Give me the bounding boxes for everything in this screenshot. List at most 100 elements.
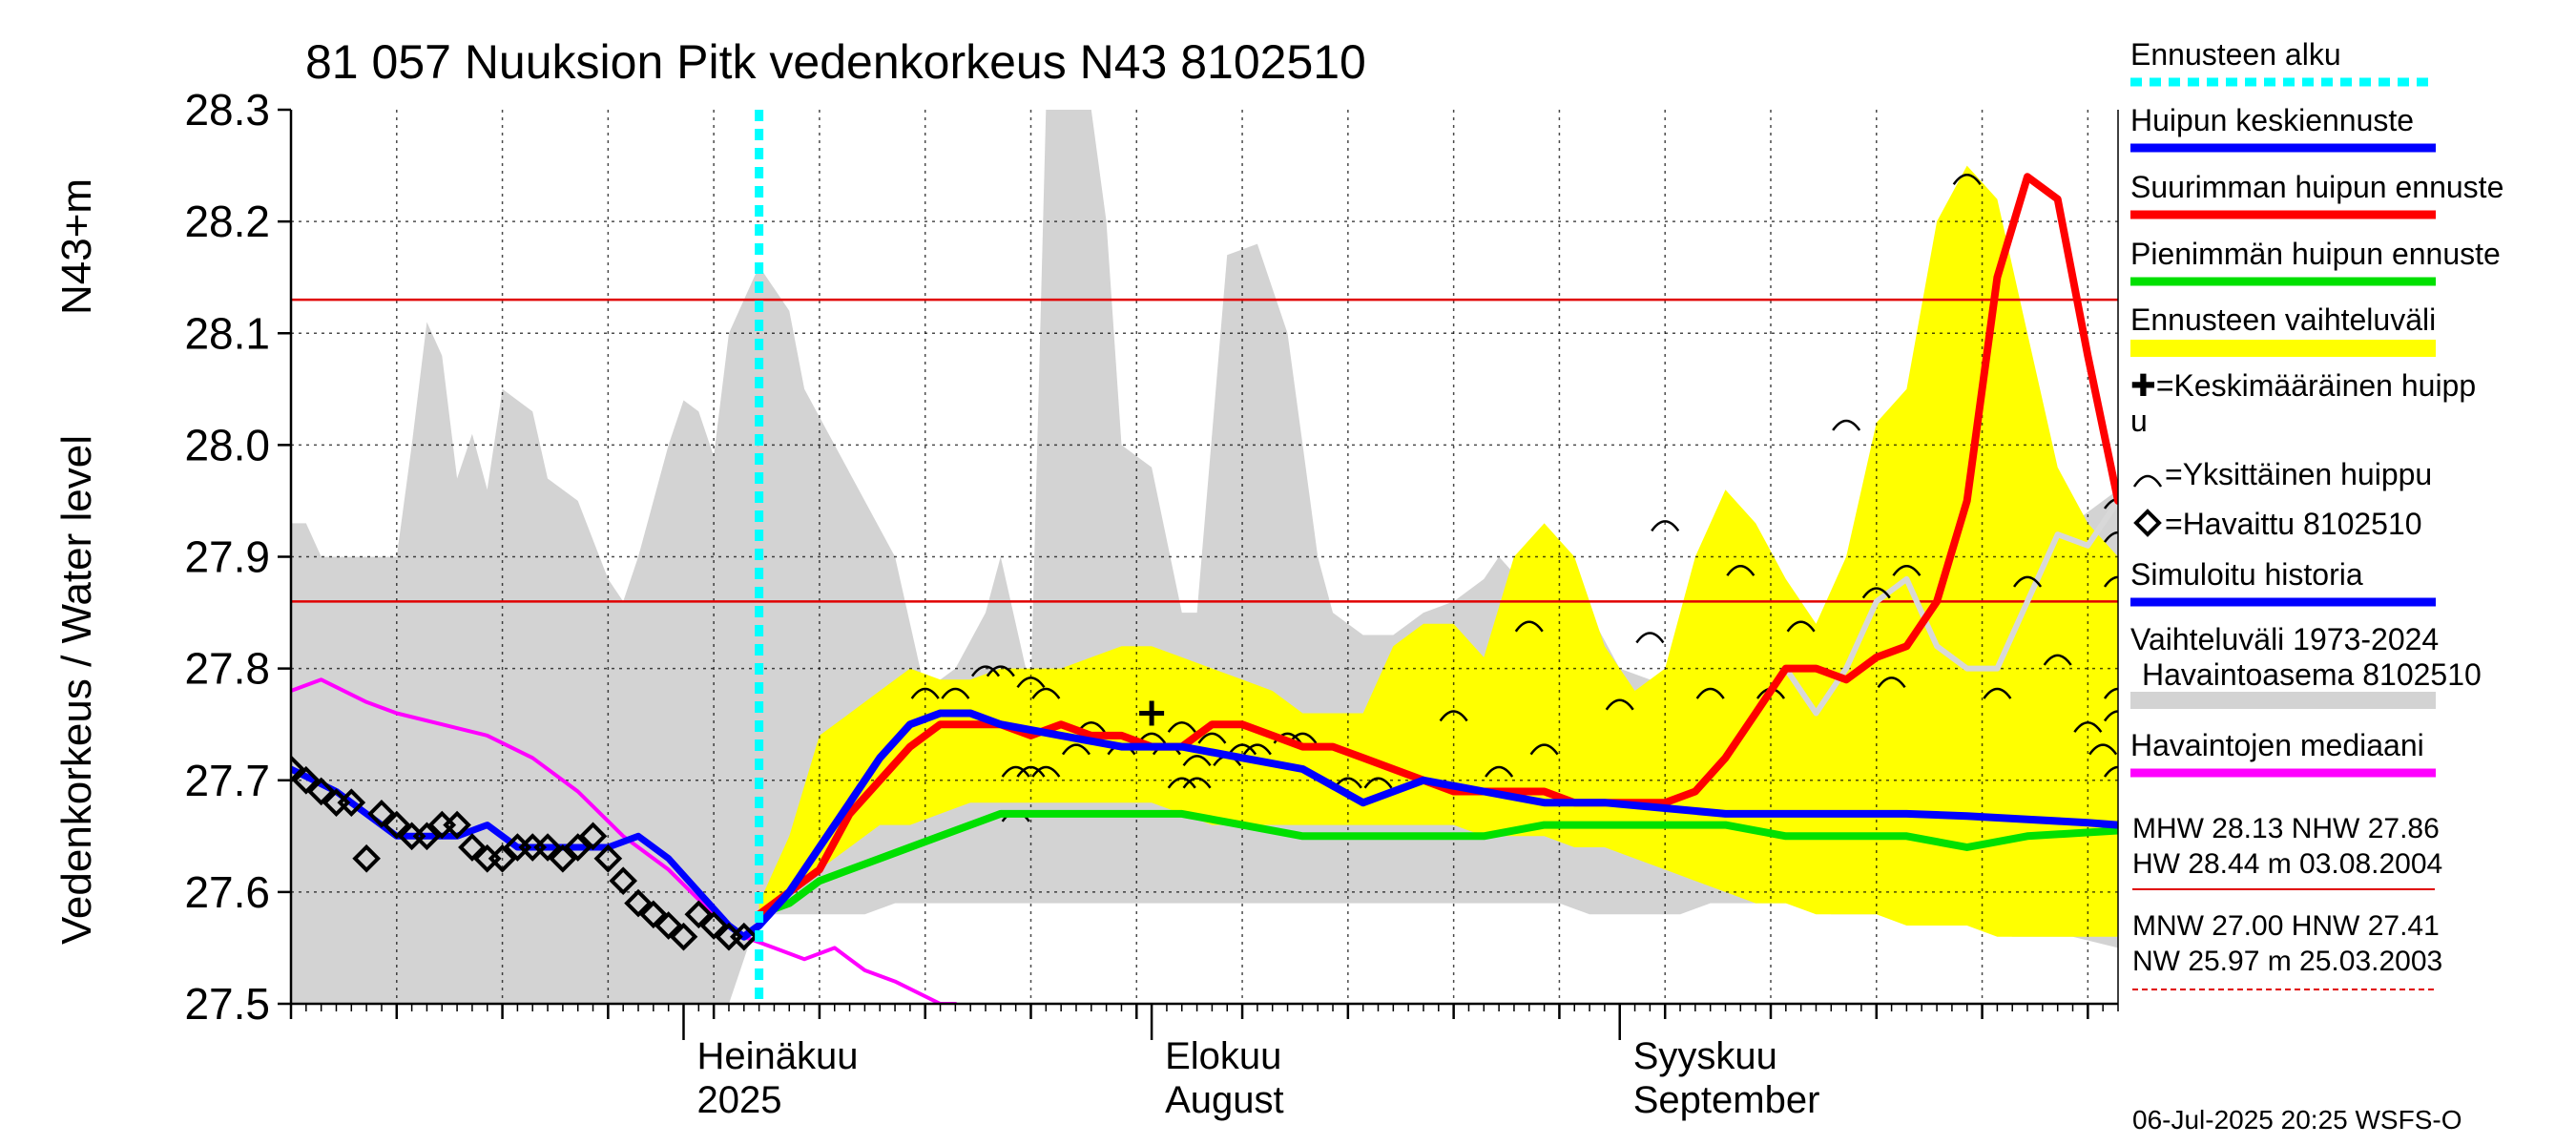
month-label-line2: 2025 bbox=[696, 1079, 781, 1121]
single-peak-marker bbox=[2088, 743, 2118, 756]
single-peak-marker bbox=[1182, 755, 1212, 767]
observed-point bbox=[593, 843, 623, 873]
legend-label: ✚=Keskimääräinen huipp bbox=[2130, 368, 2476, 403]
observed-point bbox=[624, 888, 653, 918]
observed-point bbox=[443, 810, 471, 840]
legend-label: Havaintojen mediaani bbox=[2130, 728, 2424, 762]
single-peak-marker bbox=[1167, 720, 1196, 733]
legend-label: Simuloitu historia bbox=[2130, 557, 2363, 592]
chart-title: 81 057 Nuuksion Pitk vedenkorkeus N43 81… bbox=[305, 35, 1366, 89]
y-tick-label: 27.5 bbox=[184, 979, 270, 1029]
single-peak-marker bbox=[1197, 732, 1227, 744]
observed-point bbox=[291, 755, 305, 783]
single-peak-marker bbox=[1695, 687, 1725, 699]
single-peak-marker bbox=[1439, 710, 1468, 722]
single-peak-marker bbox=[1832, 419, 1861, 431]
single-peak-marker bbox=[1031, 765, 1061, 778]
y-tick-label: 27.6 bbox=[184, 867, 270, 917]
single-peak-marker bbox=[1877, 677, 1906, 689]
legend-label: =Havaittu 8102510 bbox=[2165, 507, 2422, 541]
single-peak-marker bbox=[910, 687, 940, 699]
legend-label: Suurimman huipun ennuste bbox=[2130, 170, 2503, 204]
observed-point bbox=[291, 765, 321, 795]
legend-label-2: u bbox=[2130, 404, 2148, 438]
legend-label: Ennusteen alku bbox=[2130, 37, 2341, 72]
single-peak-marker bbox=[1983, 687, 2012, 699]
stats-nw: NW 25.97 m 25.03.2003 bbox=[2132, 946, 2442, 977]
observed-point bbox=[352, 843, 381, 873]
single-peak-marker bbox=[1001, 765, 1030, 778]
observed-point bbox=[367, 800, 396, 828]
y-tick-label: 27.8 bbox=[184, 644, 270, 694]
month-label-line1: Heinäkuu bbox=[696, 1035, 858, 1077]
single-peak-marker bbox=[1786, 620, 1816, 633]
single-peak-marker bbox=[2103, 531, 2118, 543]
legend-label: =Yksittäinen huippu bbox=[2165, 457, 2432, 491]
y-tick-label: 28.2 bbox=[184, 197, 270, 246]
observed-point bbox=[412, 822, 442, 851]
y-tick-label: 28.1 bbox=[184, 308, 270, 358]
legend-label: Vaihteluväli 1973-2024 bbox=[2130, 622, 2439, 656]
legend-label: Huipun keskiennuste bbox=[2130, 103, 2414, 137]
observed-point bbox=[699, 911, 728, 940]
y-tick-label: 28.0 bbox=[184, 420, 270, 469]
single-peak-marker bbox=[1514, 620, 1544, 633]
observed-point bbox=[669, 922, 698, 951]
legend: Ennusteen alku Huipun keskiennuste Suurimm… bbox=[2130, 37, 2503, 778]
statistics-panel: MHW 28.13 NHW 27.86 HW 28.44 m 03.08.200… bbox=[2132, 813, 2442, 990]
single-peak-marker bbox=[2103, 575, 2118, 588]
single-peak-marker bbox=[2013, 575, 2043, 588]
single-peak-marker bbox=[1485, 765, 1514, 778]
legend-swatch-band bbox=[2130, 692, 2436, 709]
single-peak-marker bbox=[1228, 743, 1257, 756]
single-peak-marker bbox=[1167, 777, 1196, 789]
single-peak-marker bbox=[1952, 174, 1982, 186]
legend-label: Ennusteen vaihteluväli bbox=[2130, 302, 2436, 337]
single-peak-marker bbox=[1016, 765, 1046, 778]
single-peak-marker bbox=[1892, 564, 1922, 576]
observed-point bbox=[609, 866, 638, 895]
single-peak-marker bbox=[1529, 743, 1559, 756]
observed-point bbox=[382, 810, 411, 840]
legend-swatch-band bbox=[2130, 340, 2436, 357]
plot-content bbox=[291, 110, 2118, 1004]
observed-point bbox=[549, 843, 577, 873]
single-peak-marker bbox=[1242, 743, 1272, 756]
observed-point bbox=[729, 922, 758, 951]
single-peak-marker bbox=[1635, 632, 1665, 644]
single-peak-marker bbox=[2103, 765, 2118, 778]
single-peak-marker bbox=[1363, 777, 1393, 789]
month-label-line1: Syyskuu bbox=[1633, 1035, 1777, 1077]
observed-point bbox=[578, 822, 608, 851]
footer-timestamp: 06-Jul-2025 20:25 WSFS-O bbox=[2132, 1105, 2462, 1135]
observed-point bbox=[563, 833, 592, 862]
stats-mhw-nhw: MHW 28.13 NHW 27.86 bbox=[2132, 813, 2440, 844]
single-peak-marker bbox=[970, 665, 1001, 677]
month-label-line1: Elokuu bbox=[1165, 1035, 1281, 1077]
legend-label: Pienimmän huipun ennuste bbox=[2130, 237, 2501, 271]
mean-peak-forecast-line bbox=[739, 709, 2118, 941]
y-axis-unit: N43+m bbox=[53, 178, 100, 315]
single-peak-marker bbox=[2103, 687, 2118, 699]
y-axis-label: Vedenkorkeus / Water level bbox=[53, 435, 100, 945]
stats-hw: HW 28.44 m 03.08.2004 bbox=[2132, 848, 2442, 880]
month-label-line2: August bbox=[1165, 1079, 1284, 1121]
y-tick-label: 27.7 bbox=[184, 756, 270, 805]
single-peak-marker bbox=[1031, 687, 1061, 699]
observed-point bbox=[488, 843, 517, 873]
single-peak-marker bbox=[986, 665, 1015, 677]
single-peak-marker bbox=[2103, 710, 2118, 722]
single-peak-marker bbox=[1726, 564, 1755, 576]
legend-swatch-diamond bbox=[2133, 509, 2162, 537]
observed-point bbox=[337, 788, 366, 818]
single-peak-marker bbox=[941, 687, 970, 699]
y-tick-label: 28.3 bbox=[184, 85, 270, 135]
axes: 27.5 27.6 27.7 27.8 27.9 28.0 28.1 28.2 28.3 Hein… bbox=[184, 85, 2119, 1121]
single-peak-marker bbox=[1605, 698, 1634, 711]
median-line bbox=[291, 677, 958, 1004]
observed-point bbox=[458, 833, 487, 862]
stats-mnw-hnw: MNW 27.00 HNW 27.41 bbox=[2132, 910, 2440, 942]
single-peak-marker bbox=[2043, 654, 2072, 666]
min-peak-forecast-line bbox=[755, 809, 2118, 919]
